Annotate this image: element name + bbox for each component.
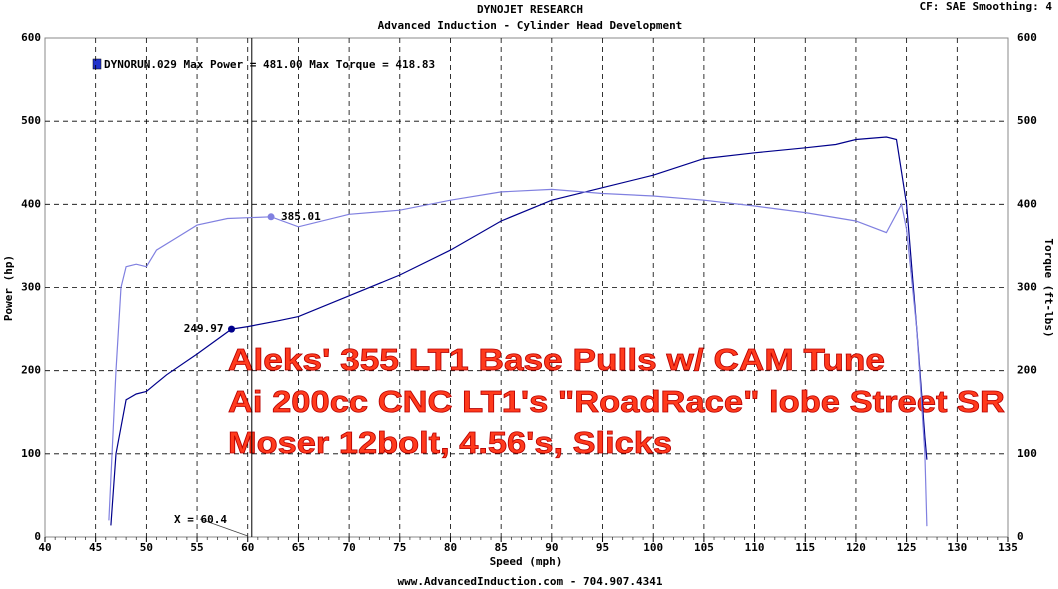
overlay-text: Aleks' 355 LT1 Base Pulls w/ CAM Tune: [228, 342, 885, 377]
y2-tick-label: 100: [1017, 447, 1037, 460]
y-tick-label: 200: [21, 364, 41, 377]
x-tick-label: 40: [38, 541, 51, 554]
x-tick-label: 130: [947, 541, 967, 554]
y-tick-label: 500: [21, 114, 41, 127]
overlay-text: Ai 200cc CNC LT1's "RoadRace" lobe Stree…: [228, 384, 1005, 419]
x-tick-label: 80: [444, 541, 457, 554]
y-tick-label: 400: [21, 197, 41, 210]
x-tick-label: 55: [190, 541, 203, 554]
x-tick-label: 70: [342, 541, 355, 554]
y2-axis-label: Torque (ft-lbs): [1042, 238, 1055, 337]
y2-tick-label: 400: [1017, 197, 1037, 210]
point-marker: [228, 325, 236, 333]
x-tick-label: 120: [846, 541, 866, 554]
footer: www.AdvancedInduction.com - 704.907.4341: [398, 575, 663, 588]
y-tick-label: 300: [21, 281, 41, 294]
x-axis-label: Speed (mph): [490, 555, 563, 568]
y-axis-label: Power (hp): [2, 255, 15, 321]
y2-tick-label: 300: [1017, 281, 1037, 294]
cursor-label: X = 60.4: [174, 513, 227, 526]
settings-label: CF: SAE Smoothing: 4: [920, 0, 1053, 13]
x-tick-label: 65: [292, 541, 305, 554]
x-tick-label: 50: [140, 541, 153, 554]
overlay-text: Moser 12bolt, 4.56's, Slicks: [228, 425, 672, 460]
point-label: 249.97: [184, 322, 224, 335]
y2-tick-label: 600: [1017, 31, 1037, 44]
series-line: [110, 136, 928, 526]
point-marker: [267, 213, 275, 221]
cursor-pointer: [199, 518, 248, 537]
chart-title: DYNOJET RESEARCH: [477, 3, 583, 16]
legend-label: DYNORUN.029 Max Power = 481.00 Max Torqu…: [104, 58, 435, 71]
y-tick-label: 100: [21, 447, 41, 460]
y-tick-label: 600: [21, 31, 41, 44]
x-tick-label: 90: [545, 541, 558, 554]
x-tick-label: 85: [495, 541, 508, 554]
point-label: 385.01: [281, 210, 321, 223]
series-line: [108, 188, 928, 527]
x-tick-label: 115: [795, 541, 815, 554]
x-tick-label: 75: [393, 541, 406, 554]
y2-tick-label: 0: [1017, 530, 1024, 543]
chart-subtitle: Advanced Induction - Cylinder Head Devel…: [378, 19, 683, 32]
x-tick-label: 45: [89, 541, 102, 554]
y2-tick-label: 500: [1017, 114, 1037, 127]
x-tick-label: 100: [643, 541, 663, 554]
x-tick-label: 60: [241, 541, 254, 554]
x-tick-label: 105: [694, 541, 714, 554]
x-tick-label: 110: [745, 541, 765, 554]
y2-tick-label: 200: [1017, 364, 1037, 377]
y-tick-label: 0: [34, 530, 41, 543]
x-tick-label: 125: [897, 541, 917, 554]
legend-icon: [92, 58, 102, 70]
x-tick-label: 135: [998, 541, 1018, 554]
x-tick-label: 95: [596, 541, 609, 554]
